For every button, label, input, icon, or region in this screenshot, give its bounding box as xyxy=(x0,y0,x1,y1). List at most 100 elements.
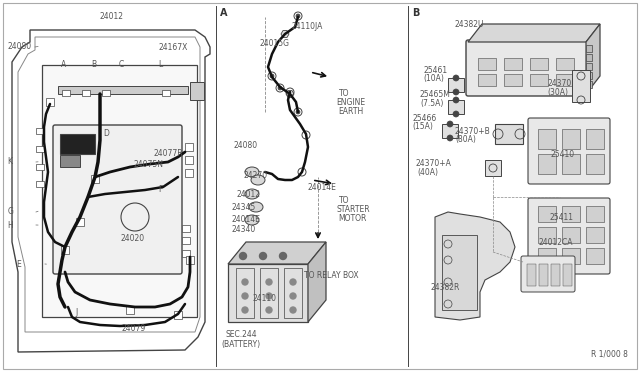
Bar xyxy=(260,268,278,318)
FancyBboxPatch shape xyxy=(466,40,588,96)
Text: TO: TO xyxy=(339,89,349,98)
Text: G: G xyxy=(8,207,13,216)
Bar xyxy=(478,74,496,86)
Text: (40A): (40A) xyxy=(417,168,438,177)
Bar xyxy=(485,160,501,176)
Text: 24370+B: 24370+B xyxy=(454,127,490,136)
Text: B: B xyxy=(412,8,420,18)
Text: (10A): (10A) xyxy=(424,74,445,83)
Text: (30A): (30A) xyxy=(548,88,569,97)
Text: 24340: 24340 xyxy=(232,225,256,234)
Text: ENGINE: ENGINE xyxy=(337,98,366,107)
FancyBboxPatch shape xyxy=(521,256,575,292)
Bar xyxy=(551,264,560,286)
Bar xyxy=(586,54,592,61)
Circle shape xyxy=(296,110,300,114)
Polygon shape xyxy=(228,242,326,264)
Bar xyxy=(527,264,536,286)
Text: 24015G: 24015G xyxy=(259,39,289,48)
Ellipse shape xyxy=(245,215,259,225)
Bar xyxy=(562,227,580,243)
Bar xyxy=(586,248,604,264)
Circle shape xyxy=(242,293,248,299)
Text: 25461: 25461 xyxy=(424,66,448,75)
Bar xyxy=(478,58,496,70)
Bar xyxy=(102,90,110,96)
Bar xyxy=(36,146,44,152)
Bar xyxy=(42,65,197,317)
Bar xyxy=(556,74,574,86)
Circle shape xyxy=(296,14,300,18)
Text: D: D xyxy=(104,129,109,138)
Text: 25465M: 25465M xyxy=(419,90,450,99)
Text: 24077R: 24077R xyxy=(154,149,183,158)
Polygon shape xyxy=(586,24,600,94)
Text: 25411: 25411 xyxy=(549,213,573,222)
Text: R 1/000 8: R 1/000 8 xyxy=(591,350,628,359)
Bar xyxy=(495,124,523,144)
Text: A: A xyxy=(61,60,66,69)
Text: 24014E: 24014E xyxy=(232,215,260,224)
FancyBboxPatch shape xyxy=(528,198,610,274)
Bar xyxy=(586,154,604,174)
Bar xyxy=(556,58,574,70)
Bar xyxy=(36,128,44,134)
Bar xyxy=(126,306,134,314)
Bar xyxy=(284,268,302,318)
Bar xyxy=(562,206,580,222)
Circle shape xyxy=(242,307,248,313)
Bar xyxy=(46,98,54,106)
Bar xyxy=(182,250,190,257)
Circle shape xyxy=(453,97,459,103)
Text: 25410: 25410 xyxy=(550,150,575,158)
Text: C: C xyxy=(118,60,124,69)
Circle shape xyxy=(259,253,266,260)
Text: 24382U: 24382U xyxy=(454,20,484,29)
Text: STARTER: STARTER xyxy=(337,205,371,214)
Text: EARTH: EARTH xyxy=(338,107,363,116)
Text: TO RELAY BOX: TO RELAY BOX xyxy=(304,271,358,280)
Ellipse shape xyxy=(245,189,259,199)
Text: 24014E: 24014E xyxy=(307,183,336,192)
Bar xyxy=(562,129,580,149)
Text: 24075N: 24075N xyxy=(133,160,163,169)
Text: SEC.244: SEC.244 xyxy=(225,330,257,339)
Text: J: J xyxy=(76,308,78,317)
Polygon shape xyxy=(435,212,515,320)
Bar xyxy=(182,237,190,244)
Bar xyxy=(36,164,44,170)
Circle shape xyxy=(290,307,296,313)
Text: 24080: 24080 xyxy=(8,42,32,51)
Text: 25466: 25466 xyxy=(413,114,437,123)
Text: E: E xyxy=(16,260,20,269)
Ellipse shape xyxy=(249,202,263,212)
Text: (15A): (15A) xyxy=(413,122,434,131)
Text: 24079: 24079 xyxy=(122,324,146,333)
Polygon shape xyxy=(468,24,600,42)
Bar xyxy=(586,72,592,79)
Bar xyxy=(538,248,556,264)
Bar xyxy=(504,74,522,86)
Text: K: K xyxy=(8,157,13,166)
Bar xyxy=(182,225,190,232)
Ellipse shape xyxy=(251,175,265,185)
Text: 24012: 24012 xyxy=(99,12,123,21)
Bar xyxy=(185,169,193,177)
Text: 24370+A: 24370+A xyxy=(416,159,452,168)
FancyBboxPatch shape xyxy=(53,125,182,274)
Bar xyxy=(236,268,254,318)
Bar xyxy=(185,156,193,164)
Circle shape xyxy=(266,293,272,299)
Bar xyxy=(174,311,182,319)
Polygon shape xyxy=(286,90,294,97)
Bar xyxy=(562,248,580,264)
Text: TO: TO xyxy=(339,196,349,205)
Ellipse shape xyxy=(245,167,259,177)
Circle shape xyxy=(270,74,274,78)
Bar xyxy=(539,264,548,286)
Bar xyxy=(504,58,522,70)
Bar xyxy=(58,86,188,94)
Text: B: B xyxy=(92,60,97,69)
Bar xyxy=(563,264,572,286)
Text: A: A xyxy=(220,8,228,18)
